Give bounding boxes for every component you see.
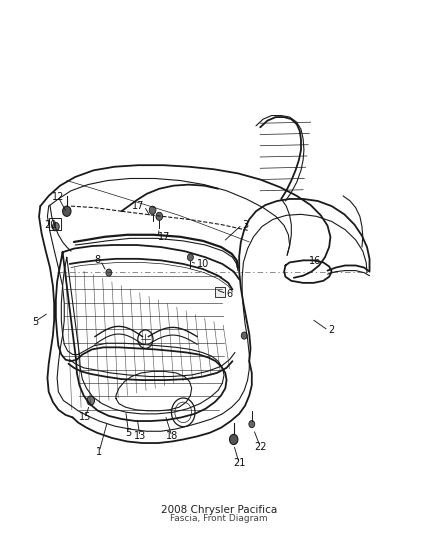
Circle shape xyxy=(156,212,162,221)
Text: 2: 2 xyxy=(328,326,335,335)
FancyBboxPatch shape xyxy=(215,287,225,297)
Text: 20: 20 xyxy=(44,220,56,230)
Circle shape xyxy=(249,421,255,427)
Text: 3: 3 xyxy=(242,220,248,230)
Text: 5: 5 xyxy=(32,317,38,327)
Text: 1: 1 xyxy=(96,447,102,457)
Text: 10: 10 xyxy=(197,259,209,269)
Text: 6: 6 xyxy=(226,288,233,298)
Circle shape xyxy=(106,269,112,276)
Text: 15: 15 xyxy=(79,413,92,423)
Text: 5: 5 xyxy=(125,428,132,438)
Text: 12: 12 xyxy=(52,192,64,203)
Text: 18: 18 xyxy=(166,431,178,441)
Circle shape xyxy=(149,206,156,214)
Circle shape xyxy=(241,332,247,339)
Text: 17: 17 xyxy=(158,232,170,242)
Text: 16: 16 xyxy=(308,256,321,266)
Text: 13: 13 xyxy=(134,431,146,441)
Text: Fascia, Front Diagram: Fascia, Front Diagram xyxy=(170,514,268,523)
Text: 2008 Chrysler Pacifica: 2008 Chrysler Pacifica xyxy=(161,505,277,514)
Circle shape xyxy=(187,254,193,261)
Circle shape xyxy=(87,396,95,405)
Text: 21: 21 xyxy=(233,458,245,469)
Text: 17: 17 xyxy=(132,201,144,211)
Circle shape xyxy=(230,434,238,445)
Text: 22: 22 xyxy=(254,442,266,451)
Circle shape xyxy=(53,222,59,231)
Circle shape xyxy=(63,206,71,216)
Text: 8: 8 xyxy=(94,255,100,265)
